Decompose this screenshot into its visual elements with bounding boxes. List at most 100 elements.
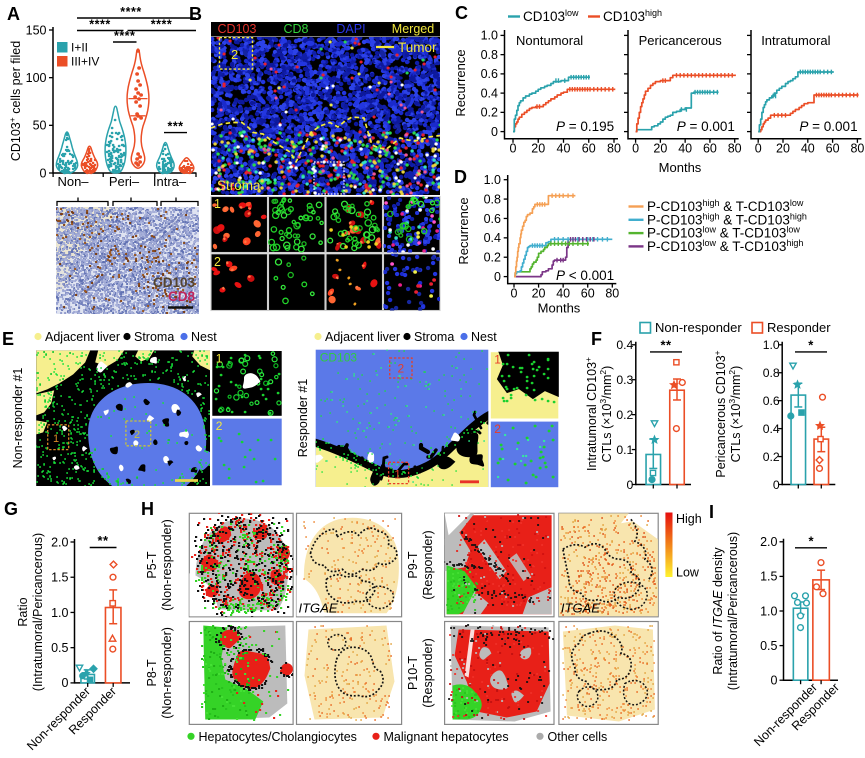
svg-text:80: 80 [850, 142, 864, 156]
svg-text:40: 40 [557, 142, 571, 156]
svg-text:P = 0.195: P = 0.195 [556, 119, 614, 134]
svg-text:40: 40 [678, 142, 692, 156]
svg-text:20: 20 [653, 142, 667, 156]
svg-text:0.4: 0.4 [763, 422, 780, 436]
svg-text:*: * [808, 534, 814, 549]
svg-text:1.0: 1.0 [484, 173, 501, 187]
svg-text:Adjacent liver: Adjacent liver [325, 330, 400, 344]
svg-text:Low: Low [676, 566, 700, 580]
svg-text:1.5: 1.5 [760, 570, 777, 584]
svg-text:2: 2 [214, 255, 221, 269]
svg-text:CTLs (×103/mm2): CTLs (×103/mm2) [727, 366, 743, 463]
svg-text:0.2: 0.2 [481, 106, 498, 120]
svg-text:20: 20 [532, 287, 546, 301]
svg-text:Hepatocytes/Cholangiocytes: Hepatocytes/Cholangiocytes [199, 730, 357, 744]
svg-text:80: 80 [605, 287, 619, 301]
svg-text:Intra–: Intra– [153, 174, 187, 189]
svg-text:0.4: 0.4 [484, 231, 501, 245]
svg-text:2: 2 [216, 419, 223, 433]
svg-text:2.0: 2.0 [51, 535, 68, 549]
svg-text:P = 0.001: P = 0.001 [799, 119, 857, 134]
svg-text:0: 0 [632, 142, 639, 156]
svg-text:20: 20 [531, 142, 545, 156]
svg-text:P8-T: P8-T [145, 659, 159, 686]
svg-text:E: E [2, 329, 14, 349]
svg-text:CD103: CD103 [218, 22, 257, 36]
svg-text:Recurrence: Recurrence [453, 49, 468, 116]
svg-text:0.8: 0.8 [481, 48, 498, 62]
svg-text:**: ** [660, 337, 672, 352]
svg-text:CD8: CD8 [283, 22, 308, 36]
svg-text:150: 150 [26, 23, 47, 37]
svg-text:40: 40 [801, 142, 815, 156]
svg-text:B: B [189, 4, 202, 24]
svg-text:Stroma: Stroma [134, 330, 174, 344]
svg-text:2: 2 [231, 47, 238, 62]
svg-text:(Responder): (Responder) [421, 530, 435, 599]
svg-text:1.0: 1.0 [763, 338, 780, 352]
svg-text:0: 0 [773, 478, 780, 492]
svg-text:****: **** [114, 29, 135, 43]
svg-text:Recurrence: Recurrence [456, 197, 471, 264]
svg-text:0: 0 [755, 142, 762, 156]
svg-text:1.5: 1.5 [51, 571, 68, 585]
svg-text:0: 0 [511, 287, 518, 301]
svg-text:Non-responder: Non-responder [655, 320, 742, 335]
svg-text:P-CD103low & T-CD103low: P-CD103low & T-CD103low [647, 225, 800, 241]
svg-text:DAPI: DAPI [336, 22, 365, 36]
svg-text:1: 1 [216, 351, 223, 365]
svg-text:0: 0 [40, 166, 47, 180]
svg-text:(Intratumoral/Pericancerous): (Intratumoral/Pericancerous) [726, 532, 740, 690]
svg-text:Pericancerous: Pericancerous [639, 33, 723, 48]
svg-text:0.2: 0.2 [763, 450, 780, 464]
svg-text:50: 50 [33, 119, 47, 133]
svg-text:0.8: 0.8 [484, 192, 501, 206]
svg-text:CTLs (×103/mm2): CTLs (×103/mm2) [598, 366, 614, 463]
svg-text:Months: Months [659, 160, 702, 175]
svg-text:Adjacent liver: Adjacent liver [45, 330, 120, 344]
svg-text:G: G [4, 499, 18, 519]
svg-text:I: I [709, 502, 714, 522]
svg-text:60: 60 [581, 287, 595, 301]
svg-text:ITGAE: ITGAE [299, 600, 338, 615]
svg-text:0: 0 [510, 142, 517, 156]
svg-text:Intratumoral CD103+: Intratumoral CD103+ [583, 357, 599, 471]
svg-text:0: 0 [491, 125, 498, 139]
svg-text:P-CD103high & T-CD103high: P-CD103high & T-CD103high [647, 211, 807, 227]
svg-text:60: 60 [582, 142, 596, 156]
svg-text:0.8: 0.8 [763, 366, 780, 380]
svg-text:CD103: CD103 [320, 351, 358, 365]
svg-text:P-CD103high & T-CD103low: P-CD103high & T-CD103low [647, 198, 804, 214]
svg-text:Tumor: Tumor [398, 40, 437, 55]
svg-text:Intratumoral: Intratumoral [761, 33, 830, 48]
svg-text:Peri–: Peri– [109, 174, 140, 189]
svg-text:****: **** [120, 5, 141, 19]
svg-text:40: 40 [556, 287, 570, 301]
svg-text:P9-T: P9-T [406, 551, 420, 578]
svg-text:2: 2 [494, 422, 501, 436]
svg-text:P = 0.001: P = 0.001 [677, 119, 735, 134]
svg-text:100: 100 [26, 71, 47, 85]
svg-text:****: **** [151, 18, 172, 32]
svg-text:0.6: 0.6 [763, 394, 780, 408]
svg-text:0.2: 0.2 [616, 408, 633, 422]
svg-text:Nest: Nest [471, 330, 497, 344]
svg-text:Nest: Nest [191, 330, 217, 344]
svg-text:Malignant hepatocytes: Malignant hepatocytes [384, 730, 509, 744]
svg-text:Pericancerous CD103+: Pericancerous CD103+ [712, 350, 728, 477]
svg-text:(Intratumoral/Pericancerous): (Intratumoral/Pericancerous) [31, 533, 45, 691]
svg-text:Merged: Merged [392, 22, 434, 36]
svg-text:(Responder): (Responder) [421, 638, 435, 707]
svg-text:F: F [591, 329, 602, 349]
svg-text:20: 20 [776, 142, 790, 156]
svg-text:A: A [7, 4, 20, 24]
svg-text:**: ** [97, 533, 109, 548]
svg-text:1: 1 [53, 433, 59, 445]
svg-text:Responder #1: Responder #1 [296, 379, 310, 458]
svg-text:80: 80 [728, 142, 742, 156]
svg-text:0.5: 0.5 [760, 639, 777, 653]
svg-text:Ratio of ITGAE density: Ratio of ITGAE density [711, 547, 725, 675]
svg-text:0.6: 0.6 [484, 212, 501, 226]
svg-text:C: C [455, 3, 468, 23]
svg-text:CD8: CD8 [168, 289, 195, 304]
